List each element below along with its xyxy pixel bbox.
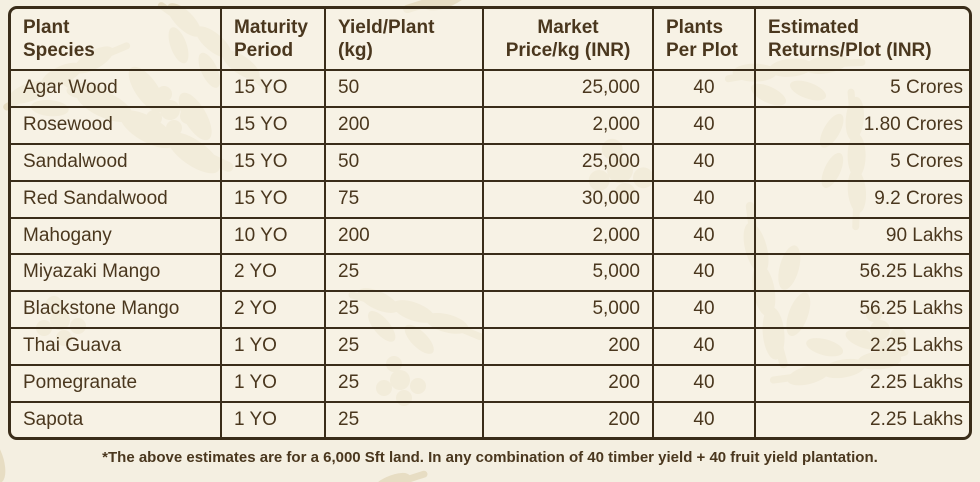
table-row: Red Sandalwood 15 YO 75 30,000 40 9.2 Crores [11,179,969,219]
table-cell: 2.25 Lakhs [754,363,969,403]
page: Plant Species Maturity Period Yield/Plan… [8,6,972,467]
table-cell: 15 YO [220,142,326,182]
table-cell: 2 YO [220,290,326,329]
table-cell: Pomegranate [11,363,222,403]
table-header-cell: Estimated Returns/Plot (INR) [754,9,969,72]
table-cell: 1 YO [220,400,326,438]
table-cell: 15 YO [220,106,326,145]
table-cell: 5 Crores [754,142,969,182]
table-cell: 15 YO [220,179,326,219]
table-cell: 50 [324,69,484,109]
table-cell: 25 [324,290,484,329]
table-cell: Thai Guava [11,326,222,366]
table-cell: Red Sandalwood [11,179,222,219]
table-row: Pomegranate 1 YO 25 200 40 2.25 Lakhs [11,363,969,403]
table-cell: Sapota [11,400,222,438]
table-row: Rosewood 15 YO 200 2,000 40 1.80 Crores [11,106,969,145]
table-header-cell: Plants Per Plot [652,9,756,72]
table-cell: 40 [652,326,756,366]
table-row: Mahogany 10 YO 200 2,000 40 90 Lakhs [11,216,969,256]
table-row: Sandalwood 15 YO 50 25,000 40 5 Crores [11,142,969,182]
table-cell: 1 YO [220,326,326,366]
table-row: Miyazaki Mango 2 YO 25 5,000 40 56.25 Lakhs [11,253,969,293]
table-cell: 40 [652,216,756,256]
table-row: Blackstone Mango 2 YO 25 5,000 40 56.25 Lakhs [11,290,969,329]
plantation-returns-table-wrapper: Plant Species Maturity Period Yield/Plan… [8,6,972,441]
table-body: Agar Wood 15 YO 50 25,000 40 5 Crores Rosewood… [11,69,969,438]
table-cell: 5,000 [482,290,654,329]
table-cell: Blackstone Mango [11,290,222,329]
table-cell: 56.25 Lakhs [754,253,969,293]
plantation-returns-table: Plant Species Maturity Period Yield/Plan… [11,9,969,438]
table-cell: 25 [324,363,484,403]
table-cell: 25 [324,253,484,293]
table-header-cell: Maturity Period [220,9,326,72]
footnote: *The above estimates are for a 6,000 Sft… [102,449,878,467]
table-cell: Agar Wood [11,69,222,109]
table-cell: 30,000 [482,179,654,219]
table-cell: 40 [652,400,756,438]
table-row: Sapota 1 YO 25 200 40 2.25 Lakhs [11,400,969,438]
table-cell: Rosewood [11,106,222,145]
table-cell: 200 [482,326,654,366]
table-cell: 25,000 [482,69,654,109]
table-header-cell: Yield/Plant (kg) [324,9,484,72]
table-cell: 9.2 Crores [754,179,969,219]
table-cell: 15 YO [220,69,326,109]
table-cell: 200 [482,363,654,403]
table-cell: 10 YO [220,216,326,256]
table-cell: 2,000 [482,216,654,256]
table-cell: Mahogany [11,216,222,256]
table-cell: 2.25 Lakhs [754,326,969,366]
table-cell: 40 [652,106,756,145]
table-cell: 90 Lakhs [754,216,969,256]
table-cell: 2 YO [220,253,326,293]
table-cell: 200 [324,216,484,256]
table-cell: 2,000 [482,106,654,145]
table-header: Plant Species Maturity Period Yield/Plan… [11,9,969,72]
table-header-cell: Market Price/kg (INR) [482,9,654,72]
table-cell: 40 [652,179,756,219]
table-cell: 40 [652,142,756,182]
table-cell: 25 [324,400,484,438]
table-cell: 200 [324,106,484,145]
table-cell: 5,000 [482,253,654,293]
table-cell: 75 [324,179,484,219]
table-cell: 2.25 Lakhs [754,400,969,438]
table-cell: 200 [482,400,654,438]
table-cell: Miyazaki Mango [11,253,222,293]
table-row: Thai Guava 1 YO 25 200 40 2.25 Lakhs [11,326,969,366]
table-header-row: Plant Species Maturity Period Yield/Plan… [11,9,969,72]
table-cell: 40 [652,69,756,109]
table-cell: 40 [652,363,756,403]
table-cell: 25,000 [482,142,654,182]
table-cell: 40 [652,290,756,329]
table-cell: Sandalwood [11,142,222,182]
table-cell: 56.25 Lakhs [754,290,969,329]
table-cell: 1.80 Crores [754,106,969,145]
table-row: Agar Wood 15 YO 50 25,000 40 5 Crores [11,69,969,109]
table-cell: 40 [652,253,756,293]
table-cell: 25 [324,326,484,366]
table-cell: 5 Crores [754,69,969,109]
table-cell: 1 YO [220,363,326,403]
table-header-cell: Plant Species [11,9,222,72]
table-cell: 50 [324,142,484,182]
